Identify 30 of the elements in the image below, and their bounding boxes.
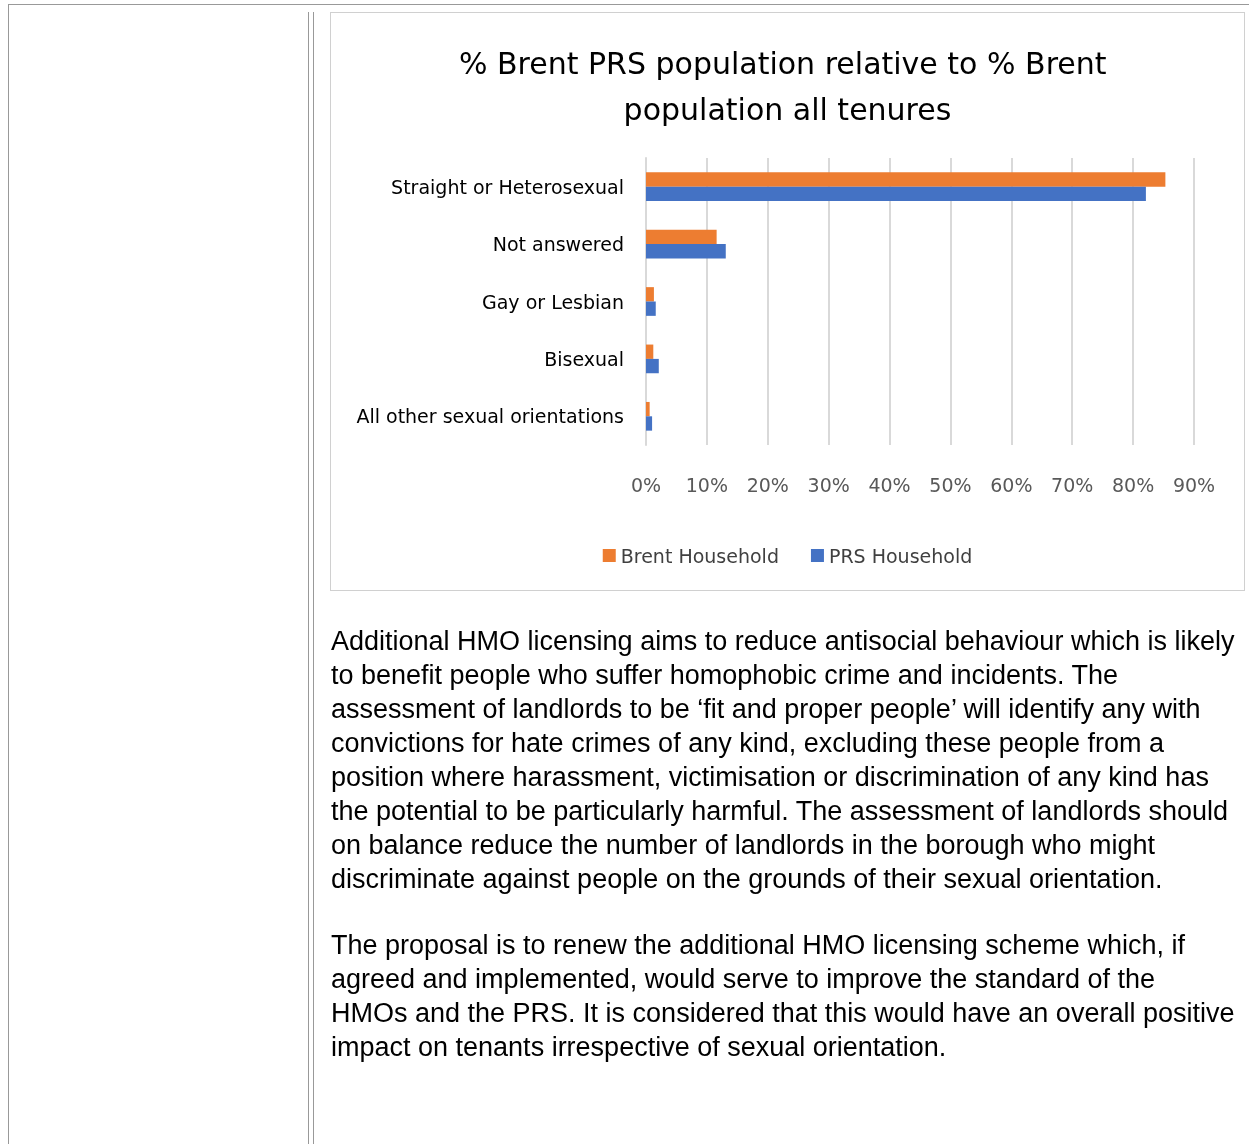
x-tick-label: 10% (685, 473, 729, 496)
bar (646, 416, 653, 431)
bar (646, 301, 656, 316)
chart-title: % Brent PRS population relative to % Brent population all tenures (458, 45, 1117, 127)
y-tick-label: Straight or Heterosexual (391, 175, 624, 198)
x-tick-label: 50% (929, 473, 972, 496)
bar (646, 287, 654, 302)
legend-label: Brent Household (620, 544, 779, 567)
bar (646, 186, 1146, 202)
y-tick-label: Not answered (492, 233, 624, 256)
y-tick-label: Bisexual (544, 347, 624, 370)
y-tick-label: Gay or Lesbian (482, 290, 624, 313)
bar (646, 172, 1166, 187)
bar (646, 401, 650, 417)
text: Additional HMO licensing aims to reduce antisocial behaviour which is likely to benefit people who suffer homophobic crime and incidents. The assessment of landlords to be ‘fit and proper people’ will identify any with convictions for hate crimes of any kind, excluding these people from a position where harassment, victimisation or discrimination of any kind has the potential to be particularly harmful. The assessment of landlords should on balance reduce the number of landlords in the borough who might discriminate against people on the grounds of their sexual orientation. (331, 625, 1236, 896)
bar (646, 244, 726, 259)
x-tick-label: 40% (868, 473, 911, 496)
x-tick-label: 60% (990, 473, 1033, 496)
y-tick-label: All other sexual orientations (356, 405, 624, 428)
x-tick-label: 20% (746, 473, 789, 496)
x-tick-label: 30% (807, 473, 850, 496)
bar (646, 344, 654, 359)
legend-label: PRS Household (828, 544, 973, 567)
x-tick-label: 70% (1051, 473, 1094, 496)
x-tick-label: 90% (1172, 473, 1216, 496)
bar (646, 358, 659, 374)
x-tick-label: 80% (1111, 473, 1155, 496)
text: The proposal is to renew the additional HMO licensing scheme which, if agreed and implemented, would serve to improve the standard of the HMOs and the PRS. It is considered that this would have an overall positive impact on tenants irrespective of sexual orientation. (331, 929, 1236, 1064)
x-tick-label: 0% (630, 473, 662, 496)
bar (646, 229, 717, 245)
